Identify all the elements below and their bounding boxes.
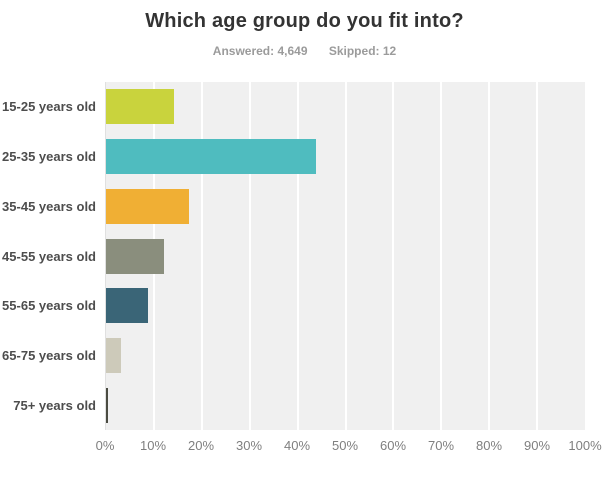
- bar-15-25-years-old: [106, 89, 175, 125]
- x-tick-label: 60%: [379, 438, 407, 453]
- bar-row: [106, 380, 585, 430]
- bar-row: [106, 132, 585, 182]
- gridline: [440, 82, 443, 430]
- gridline: [200, 82, 203, 430]
- bar-75+-years-old: [106, 387, 108, 423]
- gridline: [488, 82, 491, 430]
- x-tick-label: 10%: [139, 438, 167, 453]
- x-tick-label: 50%: [331, 438, 359, 453]
- x-tick-label: 0%: [95, 438, 115, 453]
- bar-65-75-years-old: [106, 337, 121, 373]
- bar-series: [106, 82, 585, 430]
- gridline: [248, 82, 251, 430]
- category-label: 55-65 years old: [2, 298, 96, 314]
- x-tick-label: 20%: [187, 438, 215, 453]
- category-label: 25-35 years old: [2, 149, 96, 165]
- category-label: 35-45 years old: [2, 198, 96, 214]
- x-tick-label: 40%: [283, 438, 311, 453]
- bar-row: [106, 82, 585, 132]
- bar-row: [106, 231, 585, 281]
- x-tick-label: 90%: [523, 438, 551, 453]
- x-tick-label: 100%: [568, 438, 602, 453]
- gridline: [296, 82, 299, 430]
- skipped-count: Skipped: 12: [328, 44, 397, 58]
- bar-row: [106, 181, 585, 231]
- category-label: 15-25 years old: [2, 99, 96, 115]
- bar-chart: 15-25 years old 25-35 years old 35-45 year…: [0, 82, 585, 430]
- bar-25-35-years-old: [106, 139, 316, 175]
- bar-35-45-years-old: [106, 188, 189, 224]
- gridline: [344, 82, 347, 430]
- plot-area: [105, 82, 585, 430]
- chart-title: Which age group do you fit into?: [145, 10, 464, 32]
- category-label: 75+ years old: [13, 397, 96, 413]
- response-stats: Answered: 4,649 Skipped: 12: [0, 44, 609, 58]
- category-axis: 15-25 years old 25-35 years old 35-45 year…: [0, 82, 105, 430]
- x-tick-label: 30%: [235, 438, 263, 453]
- category-label: 45-55 years old: [2, 248, 96, 264]
- bar-55-65-years-old: [106, 288, 149, 324]
- bar-45-55-years-old: [106, 238, 164, 274]
- bar-row: [106, 281, 585, 331]
- x-axis-ticks: 0% 10% 20% 30% 40% 50% 60% 70% 80% 90% 100%: [96, 438, 602, 454]
- gridline: [536, 82, 539, 430]
- x-tick-label: 80%: [475, 438, 503, 453]
- category-label: 65-75 years old: [2, 347, 96, 363]
- bar-row: [106, 331, 585, 381]
- answered-count: Answered: 4,649: [212, 44, 308, 58]
- gridline: [392, 82, 395, 430]
- x-tick-label: 70%: [427, 438, 455, 453]
